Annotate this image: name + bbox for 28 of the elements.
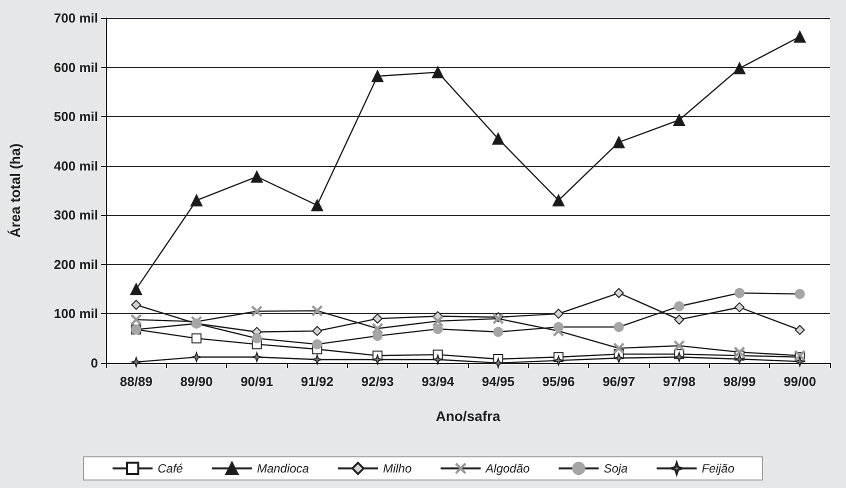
x-tick-label: 99/00 <box>784 374 816 389</box>
y-tick-label: 400 mil <box>54 158 98 174</box>
x-tick-label: 95/96 <box>542 374 575 389</box>
legend-label: Feijão <box>702 461 735 476</box>
y-tick-label: 300 mil <box>54 208 98 223</box>
x-tick-label: 90/91 <box>240 374 274 389</box>
y-tick-label: 500 mil <box>54 109 98 124</box>
x-tick-label: 94/95 <box>482 374 514 389</box>
x-tick-label: 92/93 <box>361 374 394 389</box>
y-tick-label: 0 <box>90 356 98 370</box>
y-tick-label: 200 mil <box>54 256 98 272</box>
x-axis-title: Ano/safra <box>436 408 500 424</box>
x-tick-label: 97/98 <box>662 374 696 389</box>
legend-label: Café <box>158 461 184 476</box>
y-tick-label: 700 mil <box>54 10 98 26</box>
x-tick-label: 93/94 <box>422 374 455 389</box>
y-axis-title: Área total (ha) <box>7 143 23 238</box>
legend-label: Milho <box>382 461 412 476</box>
x-tick-label: 91/92 <box>300 374 334 389</box>
legend-label: Mandioca <box>256 461 310 476</box>
y-tick-label: 600 mil <box>54 60 98 75</box>
y-tick-label: 100 mil <box>54 306 98 322</box>
x-tick-label: 89/90 <box>180 374 213 389</box>
legend-label: Algodão <box>484 461 530 476</box>
x-tick-label: 96/97 <box>602 374 636 389</box>
x-tick-label: 98/99 <box>723 374 756 389</box>
legend-label: Soja <box>604 461 628 476</box>
x-tick-label: 88/89 <box>120 374 152 389</box>
